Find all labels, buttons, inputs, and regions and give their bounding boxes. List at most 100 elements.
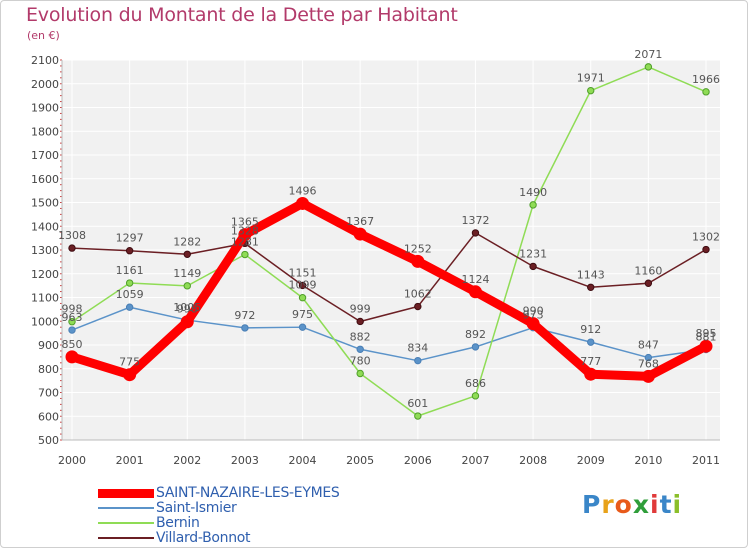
legend-label: Saint-Ismier [156, 500, 237, 516]
data-label-saint-ismier: 912 [580, 323, 601, 336]
y-tick-label: 2000 [31, 78, 59, 91]
data-label-saint-ismier: 973 [523, 309, 544, 322]
y-tick-label: 1400 [31, 220, 59, 233]
logo-letter: o [614, 490, 633, 519]
data-point-bernin [702, 88, 710, 96]
data-label-bernin: 1971 [577, 72, 605, 85]
y-tick-label: 500 [38, 434, 59, 447]
data-label-saint-nazaire-les-eymes: 768 [638, 357, 659, 370]
data-label-saint-ismier: 972 [234, 309, 255, 322]
data-label-saint-ismier: 1005 [173, 301, 201, 314]
data-label-villard-bonnot: 1297 [116, 232, 144, 245]
y-tick-label: 1900 [31, 102, 59, 115]
data-point-saint-nazaire-les-eymes [584, 367, 598, 381]
y-tick-label: 900 [38, 339, 59, 352]
y-tick-label: 800 [38, 363, 59, 376]
data-label-bernin: 1161 [116, 264, 144, 277]
data-point-saint-ismier [356, 345, 364, 353]
data-point-villard-bonnot [414, 302, 422, 311]
legend-swatch [98, 537, 154, 539]
legend-label: SAINT-NAZAIRE-LES-EYMES [156, 485, 340, 501]
data-label-saint-nazaire-les-eymes: 777 [580, 355, 601, 368]
series-line-saint-ismier [71, 306, 707, 362]
y-tick-label: 1000 [31, 315, 59, 328]
data-point-villard-bonnot [529, 262, 537, 271]
data-label-villard-bonnot: 1151 [289, 266, 317, 279]
data-label-saint-nazaire-les-eymes: 1367 [346, 215, 374, 228]
data-label-saint-nazaire-les-eymes: 1365 [231, 216, 259, 229]
data-point-saint-nazaire-les-eymes [699, 339, 713, 353]
data-point-bernin [414, 412, 422, 420]
data-point-villard-bonnot [702, 245, 710, 254]
chart-unit: (en €) [27, 29, 60, 42]
data-label-villard-bonnot: 1231 [519, 247, 547, 260]
data-label-villard-bonnot: 999 [350, 302, 371, 315]
data-point-bernin [471, 392, 480, 400]
data-label-saint-ismier: 882 [350, 330, 371, 343]
logo-letter: x [632, 490, 650, 519]
y-tick-label: 1200 [31, 268, 59, 281]
data-label-villard-bonnot: 1302 [692, 231, 720, 244]
data-point-saint-nazaire-les-eymes [468, 285, 482, 299]
y-tick-label: 2100 [31, 54, 59, 67]
data-label-bernin: 780 [350, 355, 371, 368]
data-label-villard-bonnot: 1143 [577, 268, 605, 281]
legend-swatch [98, 507, 154, 509]
legend-swatch [98, 522, 154, 524]
data-point-saint-ismier [644, 353, 653, 362]
data-label-saint-ismier: 834 [407, 342, 428, 355]
data-point-villard-bonnot [587, 283, 595, 291]
y-tick-label: 600 [38, 410, 59, 423]
data-point-bernin [68, 318, 76, 326]
data-point-villard-bonnot [298, 281, 307, 290]
y-tick-label: 1300 [31, 244, 59, 257]
data-label-villard-bonnot: 1308 [58, 229, 86, 242]
series-line-bernin [71, 66, 707, 417]
data-point-saint-nazaire-les-eymes [411, 254, 425, 268]
data-label-villard-bonnot: 1282 [173, 235, 201, 248]
logo-letter: t [659, 490, 673, 519]
data-label-saint-nazaire-les-eymes: 990 [523, 305, 544, 318]
legend-label: Villard-Bonnot [156, 530, 251, 546]
x-tick-label: 2008 [519, 454, 547, 467]
data-label-saint-ismier: 1059 [116, 288, 144, 301]
data-label-bernin: 1099 [289, 279, 317, 292]
data-point-saint-ismier [241, 324, 249, 332]
data-label-saint-ismier: 975 [292, 308, 313, 321]
data-label-bernin: 1149 [173, 267, 201, 280]
data-point-saint-nazaire-les-eymes [296, 196, 310, 210]
y-tick-label: 700 [38, 387, 59, 400]
x-tick-label: 2001 [116, 454, 144, 467]
data-point-villard-bonnot [356, 317, 364, 326]
chart-title: Evolution du Montant de la Dette par Hab… [26, 4, 458, 26]
y-tick-label: 1600 [31, 173, 59, 186]
data-label-villard-bonnot: 1160 [634, 264, 662, 277]
x-tick-label: 2007 [461, 454, 489, 467]
data-label-bernin: 686 [465, 377, 486, 390]
data-label-saint-nazaire-les-eymes: 998 [177, 303, 198, 316]
data-label-bernin: 601 [407, 397, 428, 410]
data-point-villard-bonnot [644, 279, 653, 287]
x-tick-label: 2010 [634, 454, 662, 467]
data-label-saint-nazaire-les-eymes: 1124 [461, 273, 489, 286]
data-label-villard-bonnot: 1372 [461, 214, 489, 227]
data-point-saint-ismier [298, 323, 307, 331]
x-tick-label: 2004 [289, 454, 317, 467]
data-point-saint-nazaire-les-eymes [353, 227, 367, 241]
y-tick-label: 1800 [31, 125, 59, 138]
legend-label: Bernin [156, 515, 200, 531]
data-label-saint-nazaire-les-eymes: 850 [62, 338, 83, 351]
data-label-saint-nazaire-les-eymes: 895 [696, 327, 717, 340]
x-tick-label: 2000 [58, 454, 86, 467]
logo-letter: i [650, 490, 660, 519]
data-point-bernin [644, 63, 653, 71]
y-tick-label: 1700 [31, 149, 59, 162]
data-label-bernin: 1281 [231, 236, 259, 249]
data-point-saint-ismier [414, 356, 422, 365]
x-tick-label: 2009 [577, 454, 605, 467]
data-label-saint-nazaire-les-eymes: 775 [119, 356, 140, 369]
y-tick-label: 1100 [31, 292, 59, 305]
x-tick-label: 2011 [692, 454, 720, 467]
